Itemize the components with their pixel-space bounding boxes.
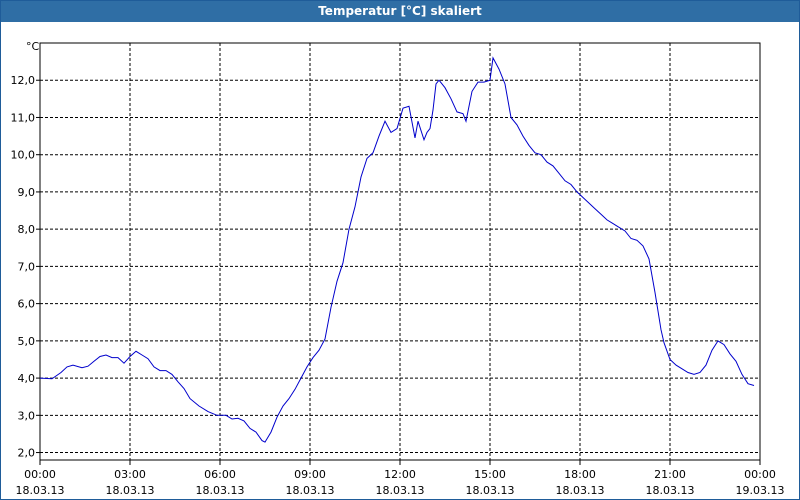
x-tick-label-date: 18.03.13 [646, 484, 695, 497]
x-tick-labels: 00:00 18.03.13 03:00 18.03.13 06:00 18.03.13 0… [16, 468, 785, 497]
x-tick-label-date: 18.03.13 [466, 484, 515, 497]
y-tick-label: 7,0 [18, 260, 36, 273]
x-tick-label-date: 18.03.13 [556, 484, 605, 497]
x-tick-label-date: 18.03.13 [196, 484, 245, 497]
x-tick-label-time: 00:00 [744, 468, 776, 481]
x-tick-label-time: 00:00 [24, 468, 56, 481]
x-tick-label-time: 09:00 [294, 468, 326, 481]
grid [40, 43, 760, 460]
x-tick-label-date: 18.03.13 [106, 484, 155, 497]
y-tick-label: 6,0 [18, 298, 36, 311]
x-tick-label-date: 18.03.13 [16, 484, 65, 497]
x-tick-label-date: 18.03.13 [286, 484, 335, 497]
temperature-series-line [39, 56, 755, 443]
x-tick-label-time: 12:00 [384, 468, 416, 481]
y-tick-label: 4,0 [18, 372, 36, 385]
y-tick-label: 3,0 [18, 409, 36, 422]
y-tick-label: 2,0 [18, 447, 36, 460]
x-tick-label-date: 18.03.13 [376, 484, 425, 497]
y-unit-label: °C [26, 40, 40, 53]
window-title: Temperatur [°C] skaliert [1, 1, 799, 22]
y-tick-label: 9,0 [18, 186, 36, 199]
y-tick-label: 8,0 [18, 223, 36, 236]
series [39, 56, 755, 443]
y-tick-label: 11,0 [11, 111, 36, 124]
x-tick-label-date: 19.03.13 [736, 484, 785, 497]
y-tick-label: 5,0 [18, 335, 36, 348]
x-tick-label-time: 15:00 [474, 468, 506, 481]
x-tick-label-time: 06:00 [204, 468, 236, 481]
x-tick-label-time: 18:00 [564, 468, 596, 481]
y-tick-label: 12,0 [11, 74, 36, 87]
y-tick-label: 10,0 [11, 149, 36, 162]
plot-frame [39, 42, 761, 461]
y-tick-labels: 2,0 3,0 4,0 5,0 6,0 7,0 8,0 9,0 10,0 11,0 12,0 [11, 74, 36, 459]
x-tick-label-time: 03:00 [114, 468, 146, 481]
axes [36, 42, 761, 465]
x-tick-label-time: 21:00 [654, 468, 686, 481]
